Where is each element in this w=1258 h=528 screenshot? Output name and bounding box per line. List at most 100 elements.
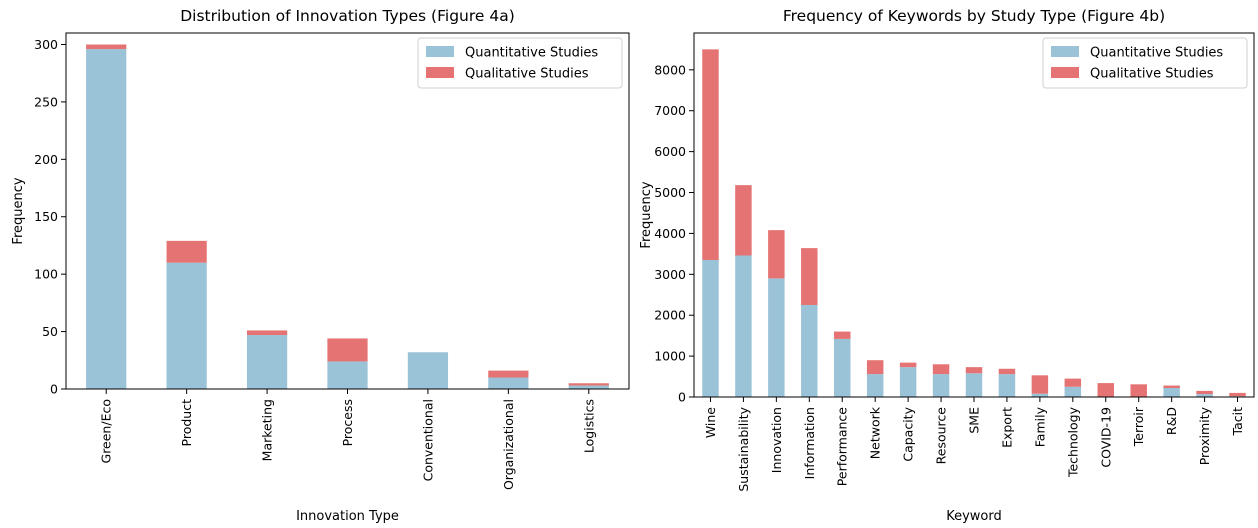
- y-tick-label: 200: [34, 152, 58, 167]
- x-tick-label-organizational: Organizational: [501, 399, 516, 490]
- bar-qualitative-studies-performance: [834, 331, 851, 339]
- chart-title: Frequency of Keywords by Study Type (Fig…: [783, 7, 1165, 25]
- y-axis-label: Frequency: [639, 181, 654, 248]
- chart-innovation-types: Distribution of Innovation Types (Figure…: [11, 7, 630, 524]
- bar-qualitative-studies-green-eco: [86, 44, 127, 50]
- x-axis-label: Innovation Type: [296, 509, 399, 524]
- plot-frame: [693, 32, 1255, 398]
- bar-quantitative-studies-organizational: [488, 377, 529, 389]
- x-axis-label: Keyword: [946, 509, 1002, 524]
- bar-qualitative-studies-logistics: [568, 383, 609, 386]
- bar-qualitative-studies-proximity: [1196, 390, 1213, 395]
- bar-quantitative-studies-family: [1031, 393, 1049, 397]
- bar-qualitative-studies-innovation: [768, 230, 785, 279]
- legend-label-quantitative-studies: Quantitative Studies: [1090, 46, 1223, 61]
- x-tick-label-information: Information: [802, 407, 817, 479]
- x-tick-label-covid-19: COVID-19: [1098, 407, 1113, 468]
- x-tick-label-product: Product: [179, 399, 194, 447]
- bar-quantitative-studies-proximity: [1196, 394, 1213, 397]
- plot-frame: [65, 32, 630, 390]
- y-tick-label: 6000: [654, 144, 686, 159]
- x-tick-label-network: Network: [868, 406, 883, 459]
- bar-qualitative-studies-r-d: [1163, 385, 1180, 389]
- bar-qualitative-studies-wine: [702, 49, 719, 260]
- bar-quantitative-studies-product: [166, 262, 207, 389]
- y-tick-label: 50: [42, 324, 58, 339]
- bar-qualitative-studies-sme: [965, 367, 983, 374]
- x-tick-label-sme: SME: [967, 407, 982, 434]
- bar-qualitative-studies-process: [327, 338, 368, 362]
- bar-qualitative-studies-marketing: [246, 330, 288, 336]
- y-tick-label: 250: [34, 94, 58, 109]
- y-tick-label: 8000: [654, 62, 686, 77]
- x-tick-label-conventional: Conventional: [420, 399, 435, 481]
- x-tick-label-green-eco: Green/Eco: [99, 399, 114, 463]
- bar-quantitative-studies-process: [327, 361, 368, 389]
- legend-swatch-quantitative-studies: [426, 46, 454, 57]
- legend-swatch-qualitative-studies: [426, 67, 454, 78]
- bar-qualitative-studies-covid-19: [1097, 383, 1114, 397]
- y-tick-label: 4000: [654, 226, 686, 241]
- x-tick-label-process: Process: [340, 399, 355, 446]
- chart-title: Distribution of Innovation Types (Figure…: [180, 7, 515, 25]
- bar-qualitative-studies-information: [801, 248, 818, 305]
- x-tick-label-terroir: Terroir: [1131, 406, 1146, 447]
- y-tick-label: 5000: [654, 185, 686, 200]
- bar-quantitative-studies-technology: [1064, 386, 1082, 397]
- legend-label-qualitative-studies: Qualitative Studies: [465, 67, 589, 82]
- bar-qualitative-studies-sustainability: [735, 185, 752, 256]
- bar-quantitative-studies-r-d: [1163, 388, 1180, 397]
- x-tick-label-r-d: R&D: [1164, 407, 1179, 435]
- y-tick-label: 1000: [654, 349, 686, 364]
- bar-quantitative-studies-conventional: [407, 352, 449, 389]
- bar-quantitative-studies-green-eco: [86, 49, 127, 389]
- bar-quantitative-studies-information: [801, 304, 818, 397]
- bar-quantitative-studies-export: [998, 374, 1016, 397]
- bar-qualitative-studies-product: [166, 240, 207, 263]
- x-tick-label-tacit: Tacit: [1230, 407, 1245, 437]
- bar-qualitative-studies-resource: [932, 364, 950, 375]
- x-tick-label-export: Export: [999, 407, 1014, 448]
- bar-qualitative-studies-technology: [1064, 378, 1082, 387]
- y-tick-label: 2000: [654, 308, 686, 323]
- y-tick-label: 7000: [654, 103, 686, 118]
- x-tick-label-sustainability: Sustainability: [736, 406, 751, 491]
- bar-quantitative-studies-innovation: [768, 278, 785, 397]
- y-tick-label: 100: [34, 267, 58, 282]
- bar-quantitative-studies-sustainability: [735, 255, 752, 397]
- bar-qualitative-studies-export: [998, 368, 1016, 375]
- legend-swatch-quantitative-studies: [1051, 46, 1079, 57]
- y-tick-label: 150: [34, 209, 58, 224]
- bar-qualitative-studies-capacity: [899, 362, 917, 368]
- bar-qualitative-studies-terroir: [1130, 384, 1147, 397]
- x-tick-label-resource: Resource: [934, 407, 949, 465]
- bar-qualitative-studies-tacit: [1229, 392, 1246, 397]
- y-tick-label: 0: [678, 390, 686, 405]
- y-tick-label: 300: [34, 37, 58, 52]
- bar-quantitative-studies-resource: [932, 374, 950, 397]
- bar-qualitative-studies-organizational: [488, 370, 529, 378]
- x-tick-label-performance: Performance: [835, 407, 850, 487]
- x-tick-label-marketing: Marketing: [260, 399, 275, 461]
- x-tick-label-innovation: Innovation: [769, 407, 784, 473]
- bar-quantitative-studies-capacity: [899, 367, 917, 397]
- y-tick-label: 3000: [654, 267, 686, 282]
- x-tick-label-family: Family: [1032, 406, 1047, 447]
- x-tick-label-capacity: Capacity: [901, 406, 916, 461]
- y-axis-label: Frequency: [11, 177, 26, 244]
- bar-quantitative-studies-wine: [702, 259, 719, 397]
- bar-quantitative-studies-sme: [965, 373, 983, 397]
- legend-swatch-qualitative-studies: [1051, 67, 1079, 78]
- legend: [417, 37, 623, 89]
- legend-label-quantitative-studies: Quantitative Studies: [465, 46, 598, 61]
- x-tick-label-wine: Wine: [703, 407, 718, 438]
- legend: [1042, 37, 1248, 89]
- bar-quantitative-studies-marketing: [246, 335, 288, 389]
- bar-quantitative-studies-logistics: [568, 385, 609, 389]
- bar-quantitative-studies-network: [866, 374, 884, 397]
- bar-quantitative-studies-performance: [834, 338, 851, 397]
- x-tick-label-logistics: Logistics: [581, 399, 596, 453]
- x-tick-label-technology: Technology: [1065, 406, 1080, 478]
- x-tick-label-proximity: Proximity: [1197, 406, 1212, 465]
